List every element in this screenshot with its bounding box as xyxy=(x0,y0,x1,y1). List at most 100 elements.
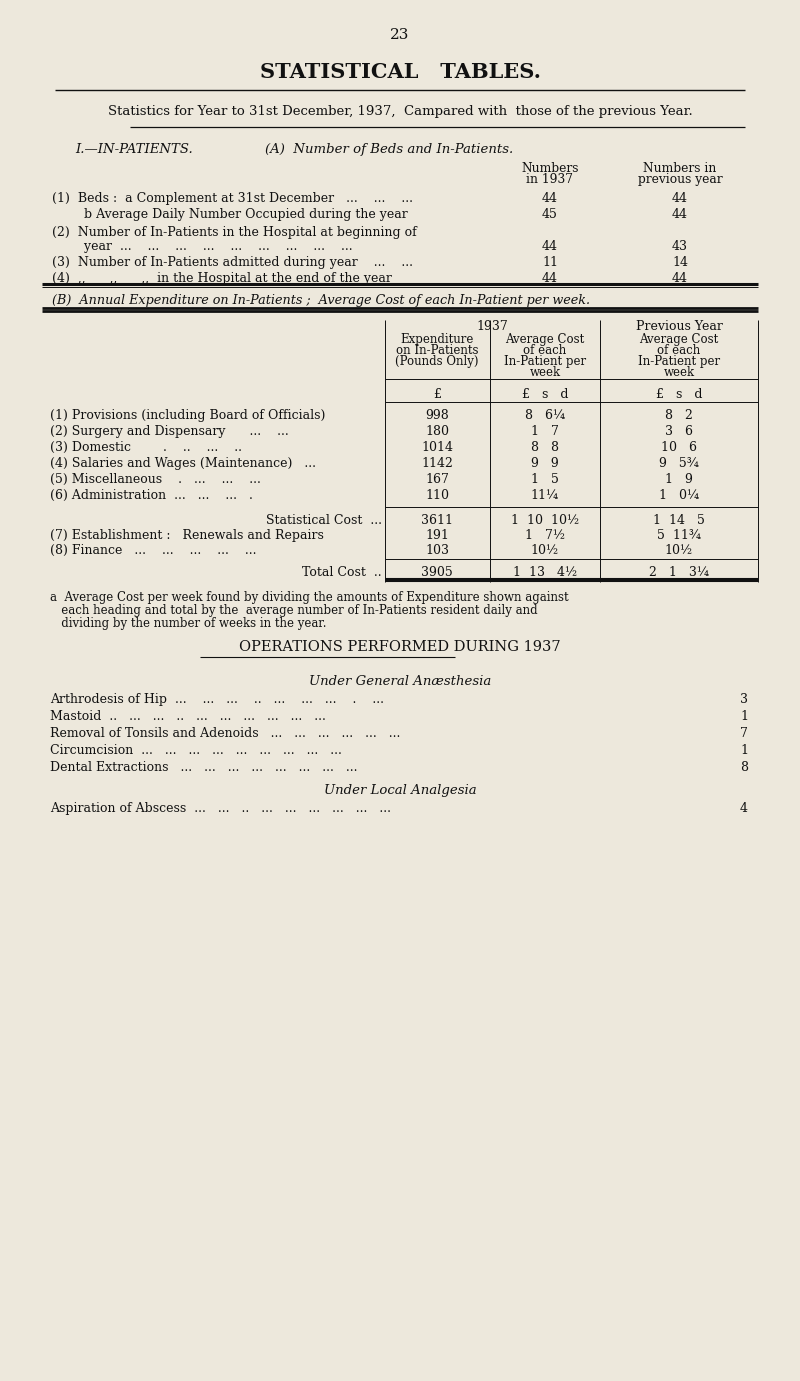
Text: a  Average Cost per week found by dividing the amounts of Expenditure shown agai: a Average Cost per week found by dividin… xyxy=(50,591,569,603)
Text: £: £ xyxy=(433,388,441,400)
Text: 1   0¼: 1 0¼ xyxy=(659,489,699,503)
Text: 44: 44 xyxy=(672,209,688,221)
Text: 8   2: 8 2 xyxy=(665,409,693,423)
Text: £   s   d: £ s d xyxy=(522,388,568,400)
Text: previous year: previous year xyxy=(638,173,722,186)
Text: Mastoid  ..   ...   ...   ..   ...   ...   ...   ...   ...   ...: Mastoid .. ... ... .. ... ... ... ... ..… xyxy=(50,710,326,724)
Text: 44: 44 xyxy=(672,192,688,204)
Text: (7) Establishment :   Renewals and Repairs: (7) Establishment : Renewals and Repairs xyxy=(50,529,324,541)
Text: 1   9: 1 9 xyxy=(665,474,693,486)
Text: OPERATIONS PERFORMED DURING 1937: OPERATIONS PERFORMED DURING 1937 xyxy=(239,639,561,655)
Text: In-Patient per: In-Patient per xyxy=(504,355,586,367)
Text: 11: 11 xyxy=(542,255,558,269)
Text: on In-Patients: on In-Patients xyxy=(396,344,478,358)
Text: Expenditure: Expenditure xyxy=(400,333,474,347)
Text: 180: 180 xyxy=(425,425,449,438)
Text: (3)  Number of In-Patients admitted during year    ...    ...: (3) Number of In-Patients admitted durin… xyxy=(52,255,413,269)
Text: of each: of each xyxy=(658,344,701,358)
Text: 5  11¾: 5 11¾ xyxy=(657,529,701,541)
Text: 2   1   3¼: 2 1 3¼ xyxy=(649,566,709,579)
Text: £   s   d: £ s d xyxy=(656,388,702,400)
Text: 167: 167 xyxy=(425,474,449,486)
Text: of each: of each xyxy=(523,344,566,358)
Text: week: week xyxy=(663,366,694,378)
Text: Aspiration of Abscess  ...   ...   ..   ...   ...   ...   ...   ...   ...: Aspiration of Abscess ... ... .. ... ...… xyxy=(50,802,391,815)
Text: Numbers: Numbers xyxy=(522,162,578,175)
Text: (Pounds Only): (Pounds Only) xyxy=(395,355,478,367)
Text: 11¼: 11¼ xyxy=(531,489,559,503)
Text: b Average Daily Number Occupied during the year: b Average Daily Number Occupied during t… xyxy=(52,209,408,221)
Text: Statistics for Year to 31st December, 1937,  Campared with  those of the previou: Statistics for Year to 31st December, 19… xyxy=(108,105,692,117)
Text: 1  13   4½: 1 13 4½ xyxy=(513,566,577,579)
Text: year  ...    ...    ...    ...    ...    ...    ...    ...    ...: year ... ... ... ... ... ... ... ... ... xyxy=(52,240,353,253)
Text: 1: 1 xyxy=(740,710,748,724)
Text: 44: 44 xyxy=(542,192,558,204)
Text: each heading and total by the  average number of In-Patients resident daily and: each heading and total by the average nu… xyxy=(50,603,538,617)
Text: (4)  ,,      ,,      ,,  in the Hospital at the end of the year: (4) ,, ,, ,, in the Hospital at the end … xyxy=(52,272,392,284)
Text: 1: 1 xyxy=(740,744,748,757)
Text: 44: 44 xyxy=(542,240,558,253)
Text: (8) Finance   ...    ...    ...    ...    ...: (8) Finance ... ... ... ... ... xyxy=(50,544,257,557)
Text: 1  10  10½: 1 10 10½ xyxy=(511,514,579,528)
Text: 23: 23 xyxy=(390,28,410,41)
Text: 103: 103 xyxy=(425,544,449,557)
Text: Previous Year: Previous Year xyxy=(635,320,722,333)
Text: (2)  Number of In-Patients in the Hospital at beginning of: (2) Number of In-Patients in the Hospita… xyxy=(52,226,417,239)
Text: 1142: 1142 xyxy=(421,457,453,470)
Text: In-Patient per: In-Patient per xyxy=(638,355,720,367)
Text: 191: 191 xyxy=(425,529,449,541)
Text: 10   6: 10 6 xyxy=(661,441,697,454)
Text: 3: 3 xyxy=(740,693,748,706)
Text: (4) Salaries and Wages (Maintenance)   ...: (4) Salaries and Wages (Maintenance) ... xyxy=(50,457,316,470)
Text: Dental Extractions   ...   ...   ...   ...   ...   ...   ...   ...: Dental Extractions ... ... ... ... ... .… xyxy=(50,761,358,773)
Text: 998: 998 xyxy=(425,409,449,423)
Text: 10½: 10½ xyxy=(531,544,559,557)
Text: 45: 45 xyxy=(542,209,558,221)
Text: (A)  Number of Beds and In-Patients.: (A) Number of Beds and In-Patients. xyxy=(265,144,514,156)
Text: 8: 8 xyxy=(740,761,748,773)
Text: 44: 44 xyxy=(672,272,688,284)
Text: Arthrodesis of Hip  ...    ...   ...    ..   ...    ...   ...    .    ...: Arthrodesis of Hip ... ... ... .. ... ..… xyxy=(50,693,384,706)
Text: 1   7: 1 7 xyxy=(531,425,559,438)
Text: (1)  Beds :  a Complement at 31st December   ...    ...    ...: (1) Beds : a Complement at 31st December… xyxy=(52,192,413,204)
Text: (B)  Annual Expenditure on In-Patients ;  Average Cost of each In-Patient per we: (B) Annual Expenditure on In-Patients ; … xyxy=(52,294,590,307)
Text: 110: 110 xyxy=(425,489,449,503)
Text: Numbers in: Numbers in xyxy=(643,162,717,175)
Text: 14: 14 xyxy=(672,255,688,269)
Text: 1   5: 1 5 xyxy=(531,474,559,486)
Text: Total Cost  ..: Total Cost .. xyxy=(302,566,382,579)
Text: (3) Domestic        .    ..    ...    ..: (3) Domestic . .. ... .. xyxy=(50,441,242,454)
Text: 1937: 1937 xyxy=(476,320,508,333)
Text: Average Cost: Average Cost xyxy=(506,333,585,347)
Text: (1) Provisions (including Board of Officials): (1) Provisions (including Board of Offic… xyxy=(50,409,326,423)
Text: (5) Miscellaneous    .   ...    ...    ...: (5) Miscellaneous . ... ... ... xyxy=(50,474,261,486)
Text: Removal of Tonsils and Adenoids   ...   ...   ...   ...   ...   ...: Removal of Tonsils and Adenoids ... ... … xyxy=(50,726,400,740)
Text: 8   8: 8 8 xyxy=(531,441,559,454)
Text: STATISTICAL   TABLES.: STATISTICAL TABLES. xyxy=(259,62,541,81)
Text: Under Local Analgesia: Under Local Analgesia xyxy=(324,784,476,797)
Text: 9   5¾: 9 5¾ xyxy=(659,457,699,470)
Text: Under General Anæsthesia: Under General Anæsthesia xyxy=(309,675,491,688)
Text: in 1937: in 1937 xyxy=(526,173,574,186)
Text: (6) Administration  ...   ...    ...   .: (6) Administration ... ... ... . xyxy=(50,489,253,503)
Text: 3   6: 3 6 xyxy=(665,425,693,438)
Text: 1014: 1014 xyxy=(421,441,453,454)
Text: Average Cost: Average Cost xyxy=(639,333,718,347)
Text: Circumcision  ...   ...   ...   ...   ...   ...   ...   ...   ...: Circumcision ... ... ... ... ... ... ...… xyxy=(50,744,342,757)
Text: 8   6¼: 8 6¼ xyxy=(525,409,565,423)
Text: 3611: 3611 xyxy=(421,514,453,528)
Text: 43: 43 xyxy=(672,240,688,253)
Text: dividing by the number of weeks in the year.: dividing by the number of weeks in the y… xyxy=(50,617,326,630)
Text: 4: 4 xyxy=(740,802,748,815)
Text: 10½: 10½ xyxy=(665,544,693,557)
Text: I.—IN-PATIENTS.: I.—IN-PATIENTS. xyxy=(75,144,193,156)
Text: Statistical Cost  ...: Statistical Cost ... xyxy=(266,514,382,528)
Text: 7: 7 xyxy=(740,726,748,740)
Text: week: week xyxy=(530,366,561,378)
Text: 3905: 3905 xyxy=(421,566,453,579)
Text: 9   9: 9 9 xyxy=(531,457,559,470)
Text: 44: 44 xyxy=(542,272,558,284)
Text: 1   7½: 1 7½ xyxy=(525,529,565,541)
Text: (2) Surgery and Dispensary      ...    ...: (2) Surgery and Dispensary ... ... xyxy=(50,425,289,438)
Text: 1  14   5: 1 14 5 xyxy=(653,514,705,528)
